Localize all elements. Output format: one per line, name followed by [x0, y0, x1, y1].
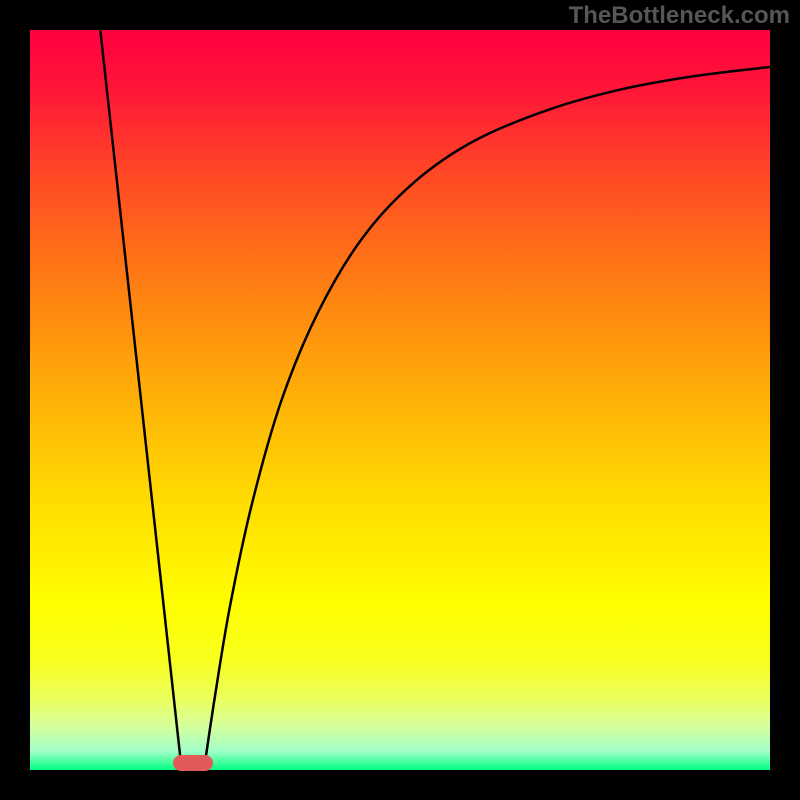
line-descending	[100, 30, 181, 770]
watermark-text: TheBottleneck.com	[569, 2, 790, 30]
curves-overlay	[0, 0, 800, 800]
chart-container: TheBottleneck.com	[0, 0, 800, 800]
valley-marker	[173, 755, 213, 771]
curve-rising	[204, 67, 770, 770]
